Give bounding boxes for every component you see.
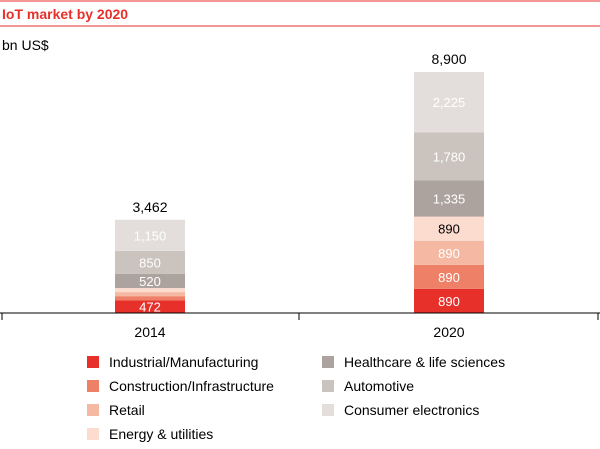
legend-swatch bbox=[87, 356, 99, 368]
bar-segment bbox=[414, 288, 484, 313]
legend-swatch bbox=[87, 404, 99, 416]
bar-segment bbox=[115, 219, 185, 251]
legend-label: Healthcare & life sciences bbox=[344, 354, 505, 370]
legend-swatch bbox=[322, 380, 334, 392]
bar-segment bbox=[414, 72, 484, 133]
legend-swatch bbox=[322, 404, 334, 416]
legend-swatch bbox=[87, 428, 99, 440]
legend-swatch bbox=[322, 356, 334, 368]
legend-item: Consumer electronics bbox=[322, 402, 479, 418]
segment-value-label: 1,780 bbox=[433, 149, 466, 164]
segment-value-label: 890 bbox=[438, 294, 460, 309]
bar-segment bbox=[414, 132, 484, 181]
segment-value-label: 890 bbox=[438, 222, 460, 237]
bar-segment bbox=[414, 264, 484, 289]
x-tick-label: 2014 bbox=[134, 324, 165, 340]
legend-label: Industrial/Manufacturing bbox=[109, 354, 258, 370]
legend-label: Construction/Infrastructure bbox=[109, 378, 274, 394]
segment-value-label: 890 bbox=[438, 270, 460, 285]
legend-label: Energy & utilities bbox=[109, 426, 213, 442]
segment-value-label: 2,225 bbox=[433, 95, 466, 110]
bar-segment bbox=[115, 288, 185, 293]
axis-layer: 2014 2020 bbox=[0, 312, 600, 340]
bar-segment bbox=[115, 273, 185, 289]
segment-value-label: 1,335 bbox=[433, 192, 466, 207]
segment-value-label: 1,150 bbox=[134, 228, 167, 243]
legend-label: Automotive bbox=[344, 378, 414, 394]
legend-item: Construction/Infrastructure bbox=[87, 378, 274, 394]
bars-layer: 472 520 850 1,150 3,462 890 890 890 890 1,335 1,78… bbox=[115, 51, 484, 315]
legend-item: Energy & utilities bbox=[87, 426, 213, 442]
legend-label: Consumer electronics bbox=[344, 402, 479, 418]
bar-segment bbox=[115, 300, 185, 313]
segment-value-label: 472 bbox=[139, 300, 161, 315]
chart-title: IoT market by 2020 bbox=[2, 6, 128, 22]
legend-layer: Industrial/Manufacturing Construction/Inf… bbox=[87, 354, 505, 442]
bar-segment bbox=[414, 216, 484, 241]
segment-value-label: 890 bbox=[438, 246, 460, 261]
bar-segment bbox=[414, 180, 484, 217]
total-label: 8,900 bbox=[431, 51, 466, 67]
bar-segment bbox=[414, 240, 484, 265]
legend-item: Industrial/Manufacturing bbox=[87, 354, 258, 370]
bar-segment bbox=[115, 292, 185, 297]
bar-segment bbox=[115, 296, 185, 301]
legend-item: Automotive bbox=[322, 378, 414, 394]
bar-segment bbox=[115, 250, 185, 274]
legend-swatch bbox=[87, 380, 99, 392]
legend-item: Healthcare & life sciences bbox=[322, 354, 505, 370]
segment-value-label: 850 bbox=[139, 255, 161, 270]
unit-label: bn US$ bbox=[2, 37, 49, 53]
x-tick-label: 2020 bbox=[433, 324, 464, 340]
legend-item: Retail bbox=[87, 402, 145, 418]
legend-label: Retail bbox=[109, 402, 145, 418]
total-label: 3,462 bbox=[132, 199, 167, 215]
segment-value-label: 520 bbox=[139, 274, 161, 289]
